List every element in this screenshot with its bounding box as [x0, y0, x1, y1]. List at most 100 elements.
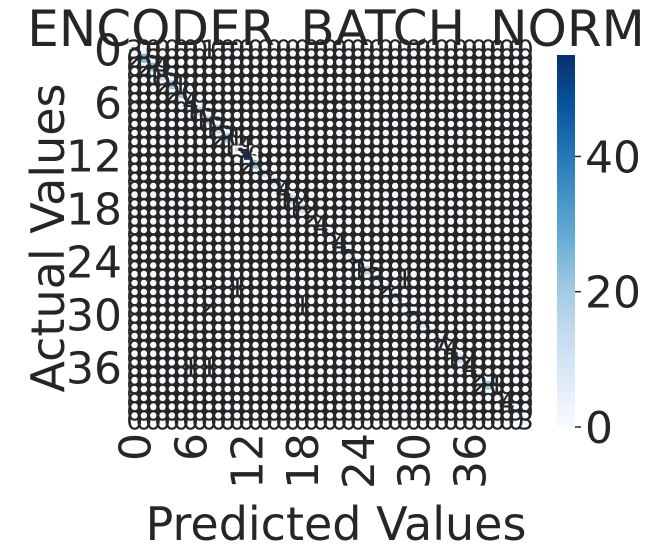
- cell: [241, 354, 252, 364]
- cell: [232, 212, 242, 223]
- x-tick-label: 30: [390, 433, 441, 489]
- cell: [316, 310, 326, 320]
- cell: [418, 318, 428, 329]
- cell: [409, 106, 419, 116]
- cell: [520, 265, 531, 276]
- cell: [288, 98, 298, 108]
- cell: [390, 354, 401, 364]
- cell: [381, 186, 391, 196]
- cell-annotation: 0: [238, 44, 255, 74]
- cell: [139, 221, 149, 231]
- cell: [325, 398, 335, 408]
- cell-annotation: 0: [145, 44, 162, 74]
- cell: [288, 168, 298, 178]
- cell: [185, 89, 196, 99]
- cell: [325, 248, 335, 258]
- cell: [399, 62, 410, 72]
- cell: [223, 80, 233, 90]
- cell: [185, 195, 196, 205]
- cell: [306, 416, 317, 426]
- cell: [390, 45, 401, 55]
- cell: [223, 142, 233, 152]
- cell: [371, 159, 382, 170]
- cell: [483, 327, 494, 337]
- cell: [455, 398, 466, 408]
- cell: [409, 301, 419, 311]
- cell: [325, 204, 335, 214]
- cell: [223, 115, 233, 125]
- cell: [316, 89, 326, 99]
- cell: [492, 98, 503, 108]
- cell: [297, 124, 308, 134]
- cell: [427, 310, 438, 320]
- cell: [195, 106, 205, 116]
- cell: [130, 195, 140, 205]
- cell: [139, 336, 149, 346]
- cell: [464, 336, 475, 346]
- cell: [288, 354, 298, 364]
- cell: [269, 327, 280, 337]
- cell-annotation: 0: [508, 35, 525, 65]
- cell: [232, 265, 242, 276]
- cell: [399, 416, 410, 426]
- cell: [148, 371, 159, 382]
- cell: [176, 345, 187, 355]
- cell: [362, 407, 373, 417]
- cell: [390, 230, 401, 240]
- cell: [381, 363, 391, 373]
- cell: [464, 248, 475, 258]
- cell: [297, 115, 308, 125]
- cell: [148, 327, 159, 337]
- cell: [241, 159, 252, 170]
- cell: [167, 354, 177, 364]
- cell: [204, 45, 215, 55]
- cell: [399, 98, 410, 108]
- cell: [185, 248, 196, 258]
- cell: [483, 310, 494, 320]
- cell: [232, 416, 242, 426]
- cell: [306, 62, 317, 72]
- cell: [325, 363, 335, 373]
- cell: [362, 257, 373, 267]
- cell: [232, 301, 242, 311]
- cell: [418, 115, 428, 125]
- cell: [464, 204, 475, 214]
- cell: [418, 248, 428, 258]
- cell: [204, 380, 215, 390]
- cell: [223, 407, 233, 417]
- cell: [157, 371, 168, 382]
- cell: [343, 248, 354, 258]
- cell: [334, 345, 345, 355]
- cell: [250, 283, 261, 293]
- cell: [511, 142, 521, 152]
- cell: [390, 380, 401, 390]
- cell: [288, 133, 298, 143]
- cell: [520, 327, 531, 337]
- cell: [288, 345, 298, 355]
- cell: [148, 133, 159, 143]
- cell: [390, 221, 401, 231]
- cell: [148, 336, 159, 346]
- cell: [157, 310, 168, 320]
- cell: [418, 416, 428, 426]
- cell: [316, 345, 326, 355]
- cell: [288, 53, 298, 63]
- cell: [446, 159, 456, 170]
- cell: [223, 327, 233, 337]
- cell: [139, 195, 149, 205]
- cell: [306, 327, 317, 337]
- cell: [306, 283, 317, 293]
- cell: [325, 124, 335, 134]
- cell: [297, 318, 308, 329]
- cell: [130, 345, 140, 355]
- cell: [381, 195, 391, 205]
- cell: [427, 248, 438, 258]
- cell: [241, 212, 252, 223]
- cell: [455, 151, 466, 161]
- cell: [167, 168, 177, 178]
- cell: [185, 292, 196, 302]
- cell: [362, 45, 373, 55]
- cell: [381, 106, 391, 116]
- cell: [176, 53, 187, 63]
- cell: [418, 62, 428, 72]
